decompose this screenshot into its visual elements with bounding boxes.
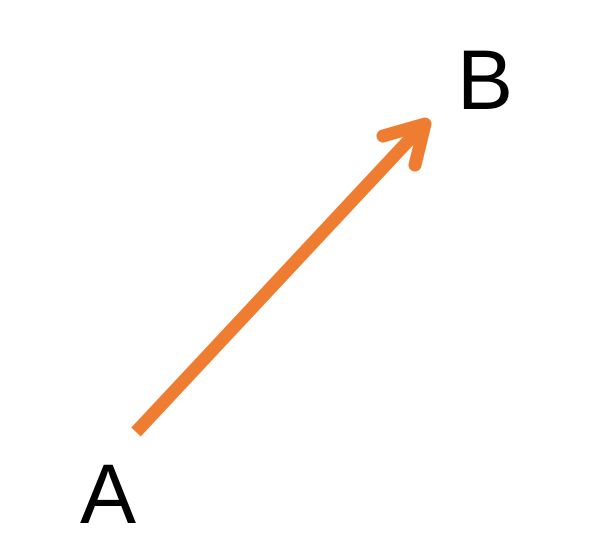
point-a-label: A [80,447,137,541]
arrow-head [376,117,432,172]
point-b-label: B [457,33,514,127]
arrow-shaft [131,119,429,437]
